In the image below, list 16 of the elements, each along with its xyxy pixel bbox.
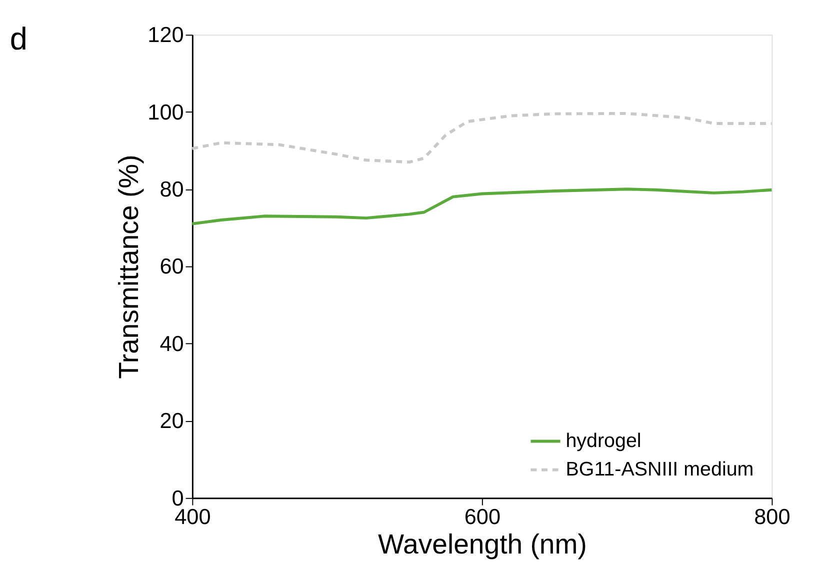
y-tick-label: 40 [160,330,184,356]
x-axis-title: Wavelength (nm) [378,528,587,560]
x-tick-label: 800 [754,504,790,530]
y-tick-label: 60 [160,254,184,279]
y-tick-label: 0 [172,485,184,510]
y-axis-title: Transmittance (%) [112,154,144,379]
y-tick-label: 120 [148,22,184,48]
x-tick-label: 600 [464,504,501,530]
y-tick-label: 100 [148,99,184,124]
y-tick-label: 20 [160,408,184,434]
legend-label: BG11-ASNIII medium [566,458,754,481]
text: d [10,20,28,56]
legend-label: hydrogel [566,430,642,452]
line-series [190,188,774,226]
line-series [190,112,774,164]
y-tick-label: 80 [160,176,184,202]
